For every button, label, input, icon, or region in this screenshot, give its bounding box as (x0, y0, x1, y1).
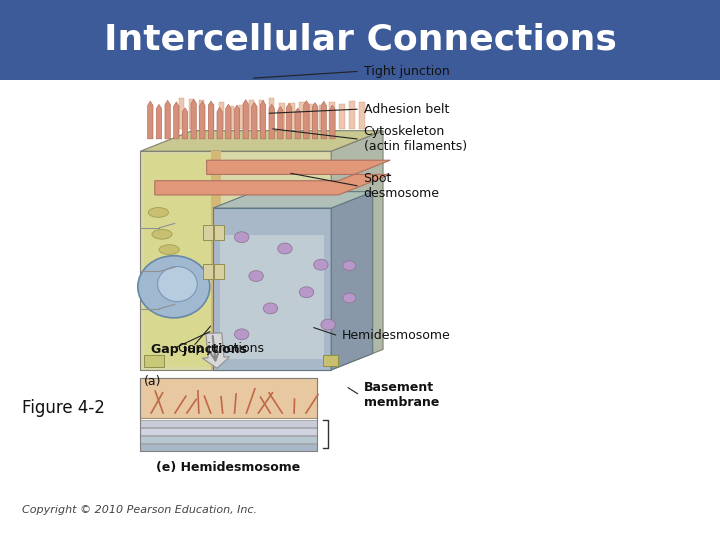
Polygon shape (220, 235, 324, 359)
Polygon shape (174, 102, 179, 139)
Polygon shape (217, 107, 222, 139)
Polygon shape (239, 105, 244, 129)
Text: Intercellular Connections: Intercellular Connections (104, 23, 616, 57)
Polygon shape (213, 192, 373, 208)
Polygon shape (165, 100, 171, 139)
Polygon shape (359, 103, 365, 129)
Text: Basement
membrane: Basement membrane (364, 381, 439, 409)
Polygon shape (189, 99, 194, 129)
Polygon shape (215, 225, 225, 240)
Polygon shape (331, 192, 373, 370)
Text: (e) Hemidesmosome: (e) Hemidesmosome (156, 461, 301, 474)
Polygon shape (140, 131, 383, 151)
Polygon shape (331, 131, 383, 370)
Ellipse shape (148, 207, 168, 217)
Polygon shape (252, 103, 257, 139)
Polygon shape (199, 101, 205, 139)
Ellipse shape (152, 230, 172, 239)
Polygon shape (310, 104, 315, 129)
Polygon shape (179, 98, 184, 129)
Polygon shape (203, 225, 213, 240)
Polygon shape (329, 102, 335, 129)
Bar (140, 378, 317, 418)
Polygon shape (259, 100, 264, 129)
Polygon shape (304, 100, 309, 139)
Ellipse shape (159, 245, 179, 254)
Ellipse shape (158, 267, 197, 302)
Bar (140, 378, 317, 451)
Circle shape (314, 259, 328, 270)
Polygon shape (261, 100, 266, 139)
Circle shape (235, 329, 249, 340)
Bar (0, 0, 720, 80)
Polygon shape (234, 105, 240, 139)
Bar (323, 355, 338, 366)
Text: Hemidesmosome: Hemidesmosome (342, 329, 451, 342)
Polygon shape (330, 105, 335, 139)
Polygon shape (300, 102, 305, 129)
Polygon shape (219, 102, 224, 129)
Polygon shape (191, 99, 197, 139)
Polygon shape (211, 151, 220, 370)
Text: Gap junctions: Gap junctions (151, 343, 247, 356)
Circle shape (235, 232, 249, 242)
Polygon shape (269, 98, 274, 129)
Polygon shape (287, 103, 292, 139)
Bar (144, 355, 164, 367)
Text: Spot
desmosome: Spot desmosome (364, 172, 440, 200)
Text: Cytoskeleton
(actin filaments): Cytoskeleton (actin filaments) (364, 125, 467, 153)
Bar (140, 420, 317, 427)
Text: Figure 4-2: Figure 4-2 (22, 399, 104, 417)
Polygon shape (249, 100, 254, 129)
Polygon shape (144, 154, 213, 367)
Polygon shape (243, 100, 248, 139)
Polygon shape (321, 102, 326, 139)
Polygon shape (182, 108, 188, 139)
Polygon shape (269, 104, 274, 139)
Circle shape (343, 293, 356, 303)
Text: Gap junctions: Gap junctions (178, 342, 264, 355)
FancyArrow shape (202, 333, 230, 368)
Polygon shape (349, 100, 355, 129)
Bar (140, 436, 317, 443)
Circle shape (300, 287, 314, 298)
Polygon shape (208, 101, 214, 139)
Polygon shape (140, 151, 331, 370)
Polygon shape (278, 106, 283, 139)
Polygon shape (155, 160, 390, 195)
Polygon shape (225, 104, 231, 139)
Polygon shape (148, 101, 153, 139)
Text: Adhesion belt: Adhesion belt (364, 103, 449, 116)
Text: (a): (a) (144, 375, 161, 388)
Polygon shape (289, 103, 294, 129)
Polygon shape (156, 104, 162, 139)
Text: Copyright © 2010 Pearson Education, Inc.: Copyright © 2010 Pearson Education, Inc. (22, 505, 256, 515)
Bar (140, 428, 317, 435)
Polygon shape (295, 108, 300, 139)
Circle shape (343, 261, 356, 271)
Polygon shape (339, 104, 345, 129)
Polygon shape (312, 103, 318, 139)
Polygon shape (279, 103, 284, 129)
Polygon shape (213, 208, 331, 370)
Bar (140, 443, 317, 451)
Polygon shape (229, 106, 234, 129)
Polygon shape (319, 105, 325, 129)
Polygon shape (203, 264, 213, 279)
Circle shape (264, 303, 278, 314)
Circle shape (321, 319, 336, 330)
Circle shape (278, 243, 292, 254)
Polygon shape (209, 104, 215, 129)
Text: Tight junction: Tight junction (364, 65, 449, 78)
Polygon shape (215, 264, 225, 279)
Circle shape (249, 271, 264, 281)
Polygon shape (199, 100, 204, 129)
Ellipse shape (138, 256, 210, 318)
